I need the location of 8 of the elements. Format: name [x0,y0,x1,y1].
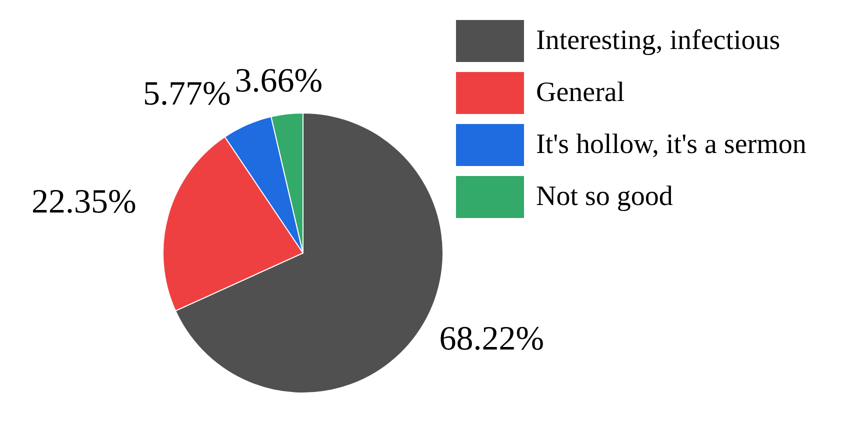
legend-label: It's hollow, it's a sermon [536,129,806,161]
legend-label: Interesting, infectious [536,25,780,57]
legend-label: Not so good [536,181,673,213]
data-label: 3.66% [234,62,323,100]
data-label: 5.77% [143,76,231,113]
data-label: 22.35% [32,184,136,221]
data-label: 68.22% [439,320,544,358]
legend-label: General [536,77,625,109]
